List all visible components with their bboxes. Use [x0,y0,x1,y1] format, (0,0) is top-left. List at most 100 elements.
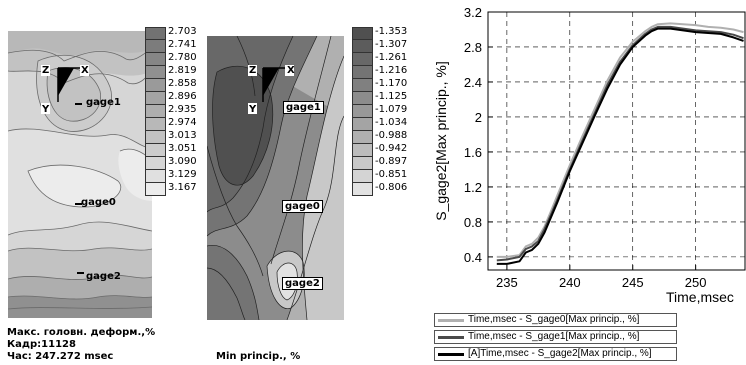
min-strain-scale-label: -0.851 [375,169,408,180]
min-strain-color-scale: -1.353 -1.307 -1.261 -1.216 -1.170 -1.125 -1.0… [352,26,414,207]
max-strain-scale-swatch [145,144,166,157]
left-gage1-marker [75,103,82,105]
max-strain-scale-swatch [145,79,166,92]
middle-gage2-label: gage2 [282,277,323,290]
chart-x-tick-label: 250 [685,275,707,290]
min-strain-scale-label: -1.125 [375,91,408,102]
chart-legend-label: [A]Time,msec - S_gage2[Max princip., %] [468,348,652,359]
chart-y-tick-label: 2.8 [464,40,482,55]
max-strain-contour-map [8,31,152,318]
min-strain-scale-label: -1.079 [375,104,408,115]
chart-legend-swatch [438,336,464,339]
max-strain-scale-label: 3.051 [168,143,197,154]
left-gage2-marker [77,272,84,274]
left-gage2-label: gage2 [86,271,121,282]
chart-series-line-0 [496,22,744,258]
left-gage0-label: gage0 [81,197,116,208]
min-strain-contour-map [207,36,344,320]
min-strain-scale-label: -0.942 [375,143,408,154]
min-strain-scale-label: -1.170 [375,78,408,89]
middle-axis-x-label: X [287,65,295,76]
min-strain-scale-swatch [352,92,373,105]
left-gage1-label: gage1 [86,97,121,108]
chart-y-tick-label: 1.2 [464,180,482,195]
min-strain-scale-swatch [352,40,373,53]
max-strain-scale-swatch [145,183,166,196]
chart-legend-item: [A]Time,msec - S_gage2[Max princip., %] [434,347,677,361]
middle-axis-z-label: Z [249,65,257,76]
middle-axis-triad [248,65,294,114]
max-strain-scale-label: 2.819 [168,65,197,76]
chart-series [496,22,744,265]
max-strain-scale-swatch [145,66,166,79]
max-strain-scale-label: 3.129 [168,169,197,180]
min-strain-scale-label: -0.806 [375,182,408,193]
min-strain-scale-swatch [352,170,373,183]
min-strain-scale-swatch [352,144,373,157]
chart-series-line-2 [496,27,744,265]
chart-series-line-1 [496,25,744,262]
left-caption-time: Час: 247.272 msec [7,351,114,362]
chart-legend-label: Time,msec - S_gage0[Max princip., %] [468,314,640,325]
chart-x-tick-label: 235 [496,275,518,290]
left-gage0-marker [75,203,82,205]
chart-y-tick-label: 3.2 [464,5,482,20]
max-strain-scale-label: 3.167 [168,182,197,193]
max-strain-scale-label: 2.858 [168,78,197,89]
chart-x-axis-label: Time,msec [666,289,734,305]
chart-y-ticks: 0.4 0.8 1.2 1.6 2 2.4 2.8 3.2 [464,5,493,265]
chart-grid [488,11,746,270]
chart-legend-swatch [438,353,464,356]
chart-x-tick-label: 245 [622,275,644,290]
chart-y-tick-label: 2.4 [464,75,482,90]
min-strain-scale-label: -0.897 [375,156,408,167]
middle-axis-y-label: Y [249,104,257,115]
max-strain-scale-label: 2.703 [168,26,197,37]
chart-plot-frame [487,11,746,271]
chart-y-tick-label: 0.8 [464,215,482,230]
min-strain-scale-label: -0.988 [375,130,408,141]
chart-y-tick-label: 0.4 [464,250,482,265]
min-strain-scale-label: -1.034 [375,117,408,128]
max-strain-scale-label: 2.896 [168,91,197,102]
left-caption-frame: Кадр:11128 [7,339,76,350]
max-strain-scale-label: 2.935 [168,104,197,115]
min-strain-scale-swatch [352,105,373,118]
max-strain-scale-swatch [145,27,166,40]
min-strain-scale-swatch [352,79,373,92]
max-strain-scale-label: 3.090 [168,156,197,167]
min-strain-scale-swatch [352,183,373,196]
max-strain-scale-label: 2.780 [168,52,197,63]
max-strain-scale-swatch [145,118,166,131]
max-strain-color-scale: 2.703 2.741 2.780 2.819 2.858 2.896 2.935 2.974… [145,26,205,207]
min-strain-scale-label: -1.261 [375,52,408,63]
middle-gage1-label: gage1 [283,101,324,114]
chart-x-ticks: 235 240 245 250 [496,265,707,290]
min-strain-scale-swatch [352,118,373,131]
min-strain-scale-swatch [352,27,373,40]
chart-y-tick-label: 2 [475,110,482,125]
min-strain-scale-swatch [352,53,373,66]
left-caption-title: Макс. головн. деформ.,% [7,327,156,338]
min-strain-scale-label: -1.216 [375,65,408,76]
chart-legend-item: Time,msec - S_gage0[Max princip., %] [434,313,677,327]
max-strain-scale-swatch [145,157,166,170]
max-strain-scale-swatch [145,53,166,66]
min-strain-scale-swatch [352,131,373,144]
chart-legend-item: Time,msec - S_gage1[Max princip., %] [434,330,677,344]
chart-y-tick-label: 1.6 [464,145,482,160]
max-strain-scale-label: 2.741 [168,39,197,50]
chart-y-axis-label: S_gage2[Max princip., %] [433,61,449,221]
chart-legend-label: Time,msec - S_gage1[Max princip., %] [468,331,640,342]
min-strain-scale-label: -1.307 [375,39,408,50]
max-strain-contour-svg [8,31,152,318]
min-strain-scale-label: -1.353 [375,26,408,37]
chart-legend-swatch [438,319,464,322]
min-strain-contour-svg [207,36,344,320]
left-axis-triad [41,65,89,114]
max-strain-scale-label: 3.013 [168,130,197,141]
max-strain-scale-label: 2.974 [168,117,197,128]
max-strain-scale-swatch [145,92,166,105]
max-strain-scale-swatch [145,170,166,183]
max-strain-scale-swatch [145,40,166,53]
